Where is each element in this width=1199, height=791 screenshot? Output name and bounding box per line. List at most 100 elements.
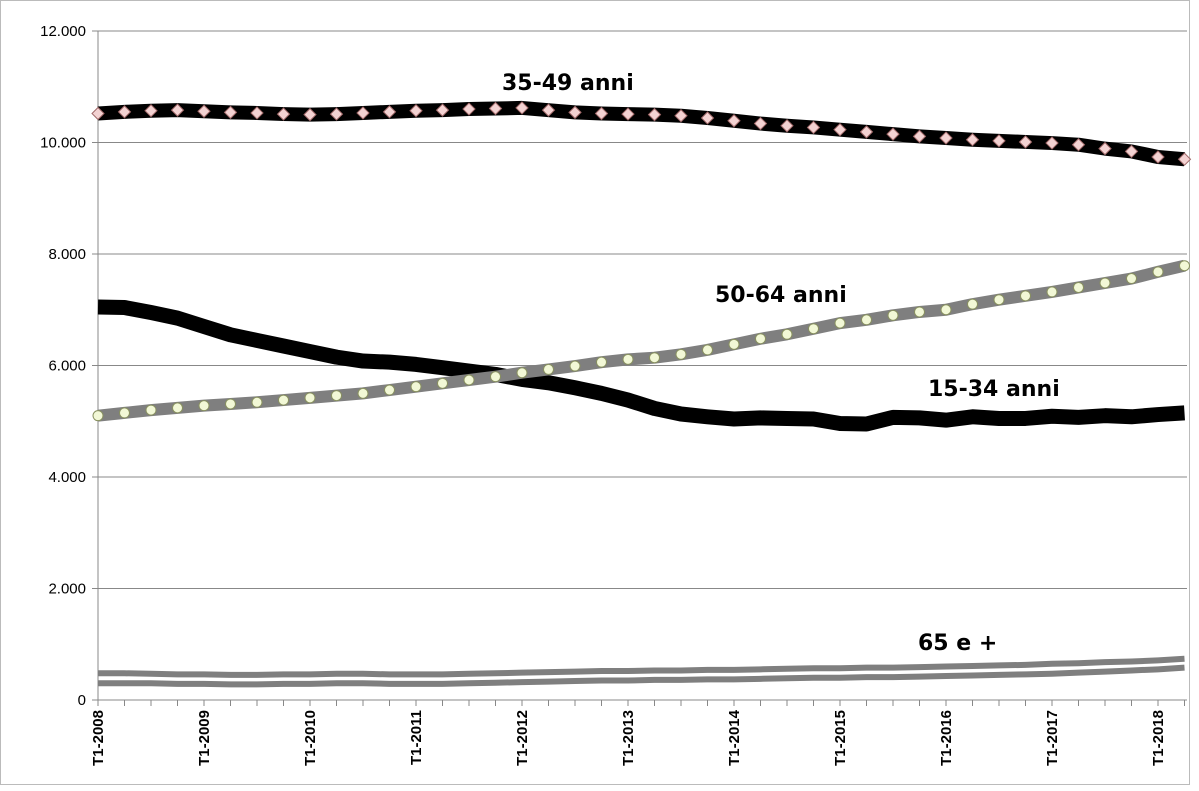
marker bbox=[568, 105, 582, 120]
x-tick-label: T1-2010 bbox=[302, 710, 319, 766]
marker bbox=[356, 106, 370, 120]
marker bbox=[250, 106, 264, 120]
marker bbox=[329, 107, 344, 121]
x-tick-label: T1-2016 bbox=[938, 710, 955, 766]
marker bbox=[223, 105, 238, 120]
marker bbox=[357, 387, 369, 399]
marker bbox=[278, 394, 289, 406]
marker bbox=[1071, 138, 1086, 152]
marker bbox=[119, 407, 130, 419]
marker bbox=[409, 104, 423, 118]
y-tick-label: 4.000 bbox=[48, 469, 86, 486]
y-tick-label: 12.000 bbox=[40, 23, 86, 40]
marker bbox=[622, 353, 634, 365]
marker bbox=[462, 102, 476, 116]
marker bbox=[1099, 277, 1111, 289]
marker bbox=[780, 119, 794, 133]
marker bbox=[939, 131, 953, 145]
marker bbox=[594, 106, 609, 121]
marker bbox=[675, 348, 687, 360]
marker bbox=[993, 294, 1005, 306]
marker bbox=[410, 381, 422, 393]
y-tick-label: 10.000 bbox=[40, 135, 86, 152]
x-tick-label: T1-2017 bbox=[1044, 710, 1061, 766]
marker bbox=[647, 107, 662, 122]
marker bbox=[965, 133, 980, 147]
marker bbox=[382, 105, 397, 119]
marker bbox=[144, 104, 158, 118]
marker bbox=[488, 101, 503, 116]
marker bbox=[91, 106, 105, 121]
marker bbox=[1177, 152, 1192, 166]
marker bbox=[117, 105, 132, 119]
marker bbox=[834, 317, 846, 329]
marker bbox=[303, 107, 317, 122]
series-label: 65 e + bbox=[918, 631, 997, 656]
marker bbox=[833, 122, 847, 137]
marker bbox=[621, 107, 635, 121]
x-tick-label: T1-2009 bbox=[196, 710, 213, 766]
marker bbox=[198, 400, 210, 412]
marker bbox=[1179, 260, 1190, 272]
series-line bbox=[98, 655, 1185, 678]
marker bbox=[145, 404, 157, 416]
marker bbox=[755, 333, 766, 345]
marker bbox=[674, 109, 688, 123]
marker bbox=[753, 116, 768, 131]
marker bbox=[490, 371, 501, 383]
marker bbox=[1045, 136, 1059, 150]
marker bbox=[806, 120, 821, 135]
series-label: 35-49 anni bbox=[502, 71, 634, 96]
marker bbox=[1073, 281, 1084, 293]
marker bbox=[92, 410, 104, 422]
marker bbox=[276, 107, 291, 121]
marker bbox=[700, 111, 715, 125]
x-tick-label: T1-2011 bbox=[408, 710, 425, 765]
marker bbox=[728, 338, 740, 350]
marker bbox=[781, 328, 793, 340]
y-tick-label: 2.000 bbox=[48, 581, 86, 598]
marker bbox=[702, 344, 713, 356]
marker bbox=[331, 390, 342, 402]
marker bbox=[251, 396, 263, 408]
y-tick-label: 0 bbox=[78, 692, 86, 709]
marker bbox=[543, 363, 554, 375]
marker bbox=[808, 323, 819, 335]
marker bbox=[1098, 141, 1112, 156]
marker bbox=[541, 103, 556, 117]
marker bbox=[1124, 144, 1139, 159]
marker bbox=[1151, 150, 1165, 164]
marker bbox=[992, 134, 1006, 148]
marker bbox=[1020, 290, 1031, 302]
x-tick-label: T1-2008 bbox=[90, 710, 107, 766]
marker bbox=[384, 384, 395, 396]
marker bbox=[569, 360, 581, 372]
marker bbox=[437, 377, 448, 389]
marker bbox=[859, 125, 874, 139]
marker bbox=[304, 392, 316, 404]
marker bbox=[596, 356, 607, 368]
marker bbox=[1152, 266, 1164, 278]
marker bbox=[912, 129, 927, 144]
marker bbox=[1126, 273, 1137, 285]
marker bbox=[516, 367, 528, 379]
series-label: 15-34 anni bbox=[928, 377, 1060, 402]
marker bbox=[197, 104, 211, 118]
marker bbox=[649, 352, 660, 364]
series-line bbox=[97, 299, 1185, 432]
y-tick-label: 6.000 bbox=[48, 358, 86, 375]
marker bbox=[967, 298, 978, 310]
marker bbox=[463, 374, 475, 386]
marker bbox=[515, 101, 529, 115]
marker bbox=[1046, 286, 1058, 298]
marker bbox=[172, 402, 183, 414]
marker bbox=[914, 306, 925, 318]
marker bbox=[727, 114, 741, 128]
marker bbox=[940, 304, 952, 316]
marker bbox=[886, 127, 900, 141]
marker bbox=[170, 103, 185, 117]
x-tick-label: T1-2014 bbox=[726, 709, 743, 766]
y-tick-label: 8.000 bbox=[48, 246, 86, 263]
x-tick-label: T1-2015 bbox=[832, 710, 849, 766]
